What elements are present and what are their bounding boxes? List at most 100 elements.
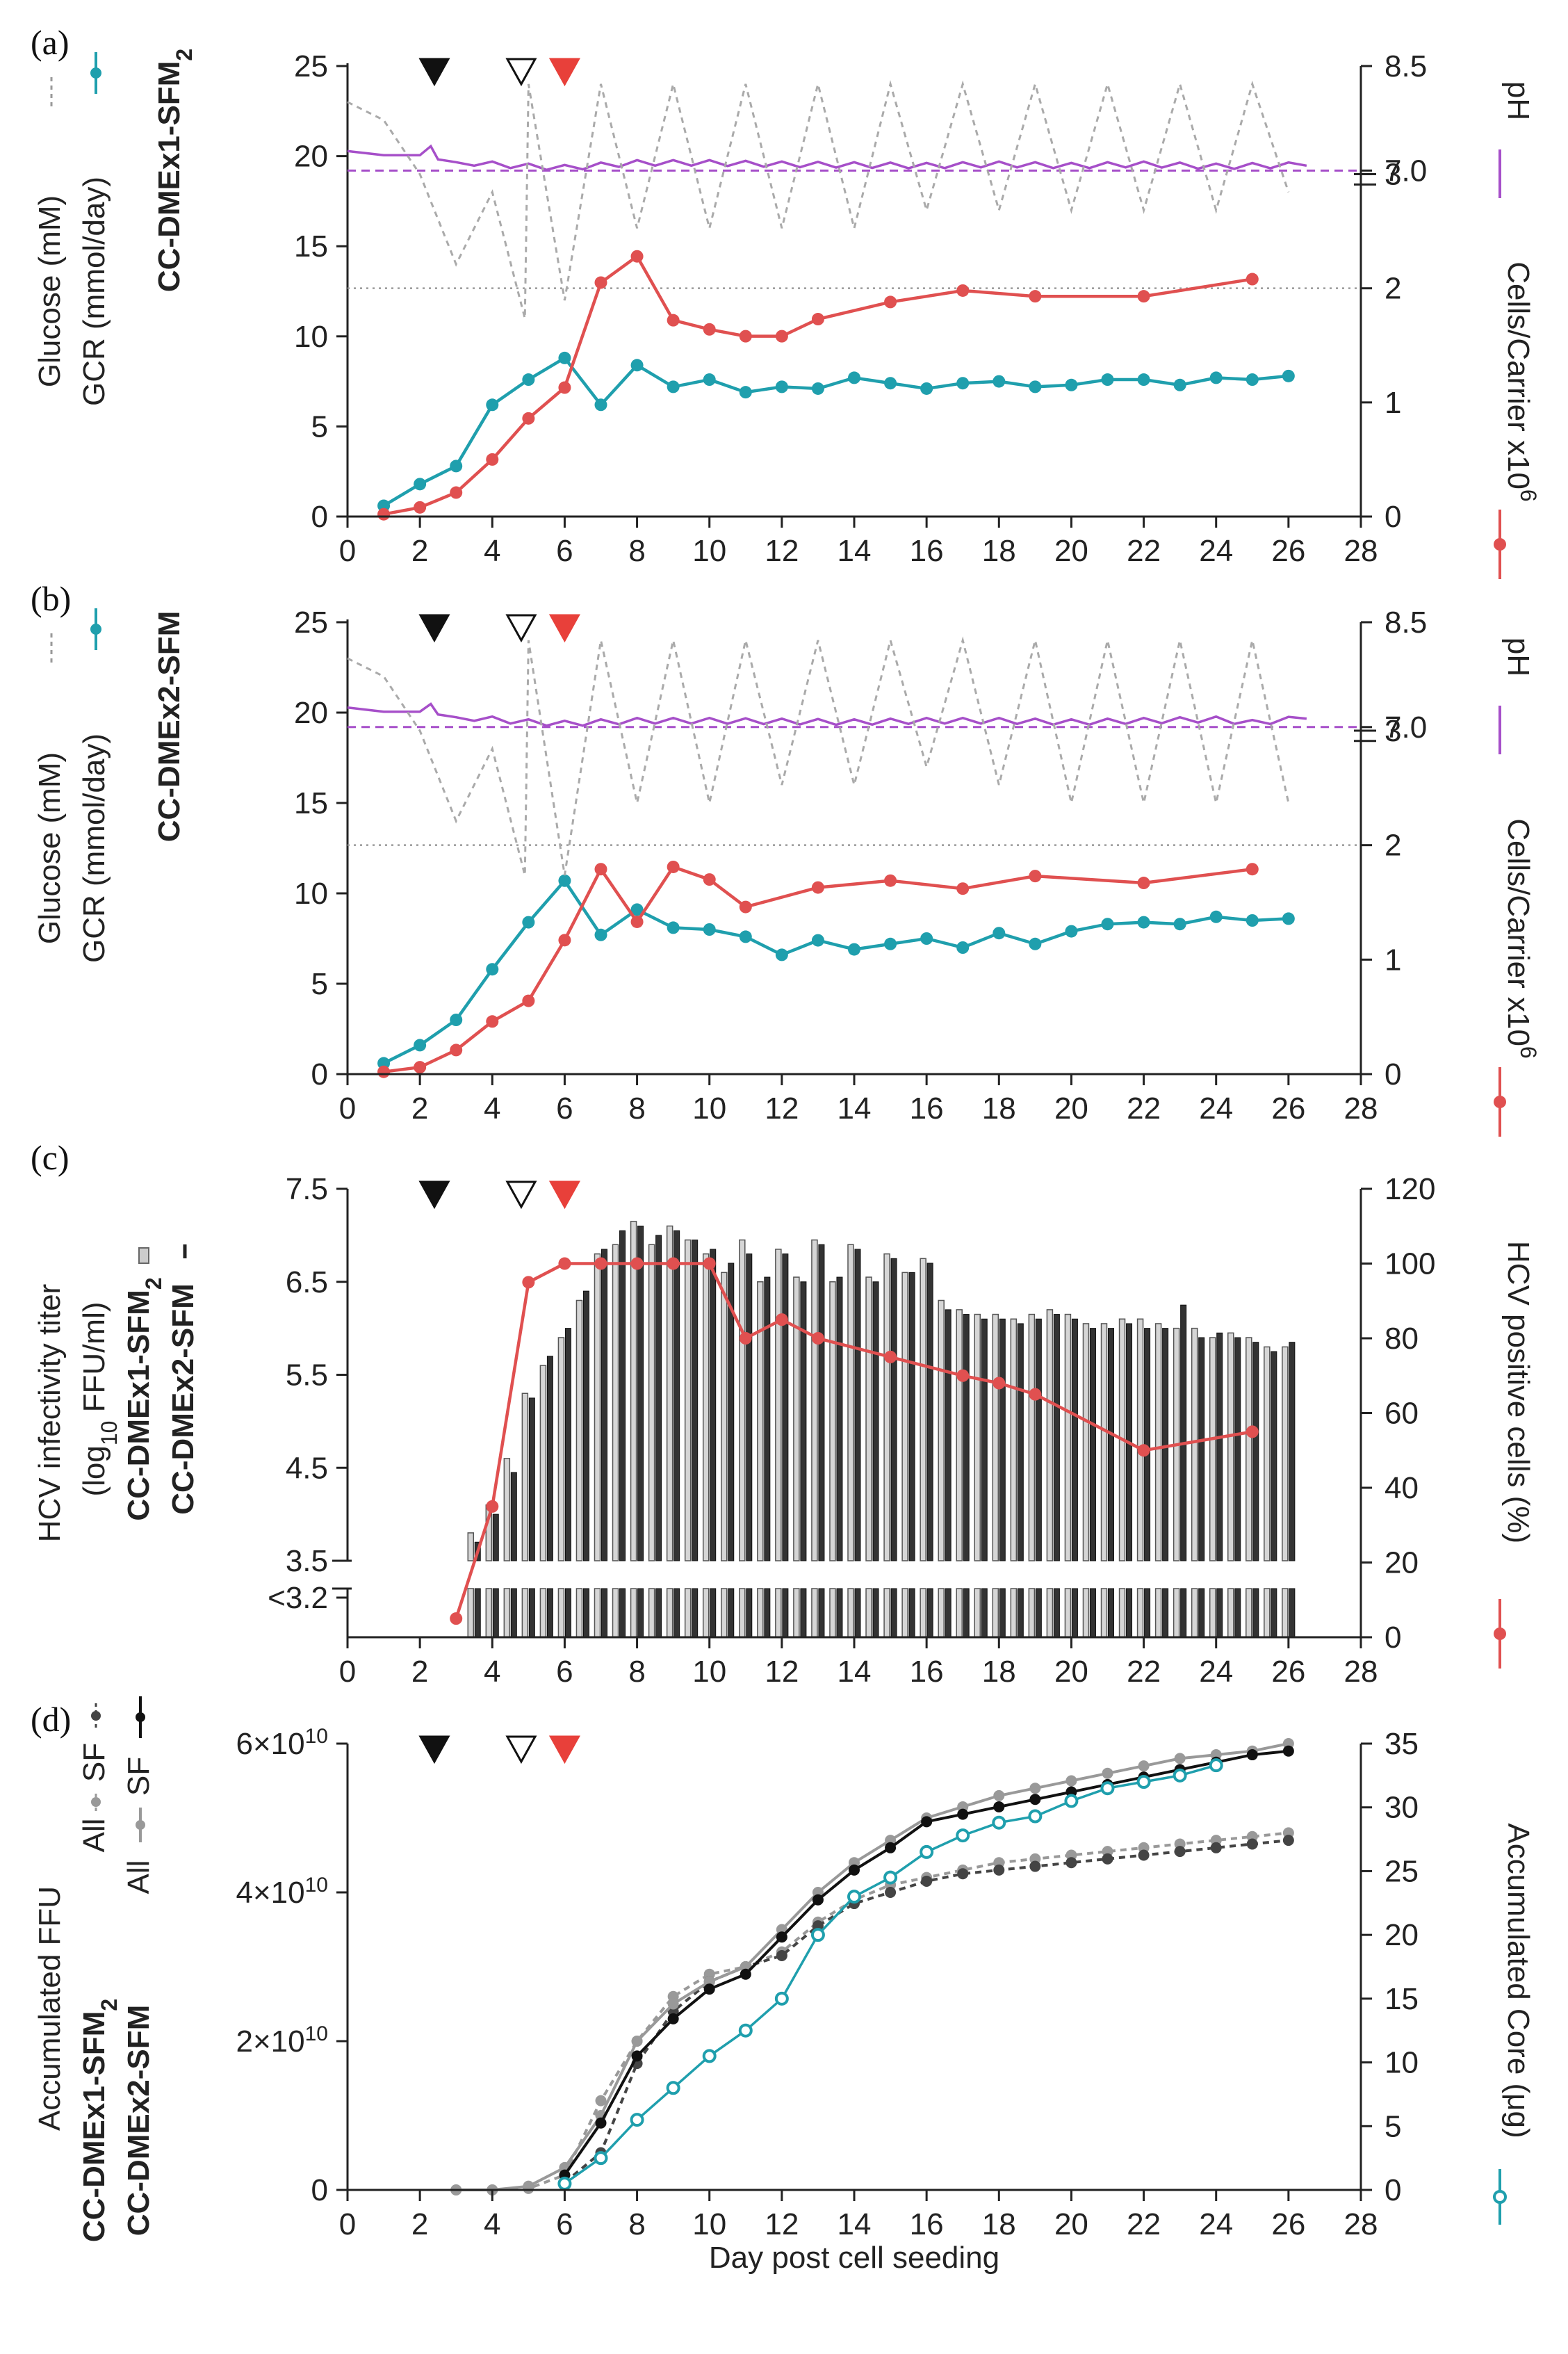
panel-c-bar-sfm-low <box>1126 1588 1133 1638</box>
panel-c-bar-sfm2 <box>702 1253 710 1561</box>
panel-d-legend-sf-1: SF <box>77 1743 111 1782</box>
panel-c-bar-sfm2 <box>757 1281 764 1561</box>
panel-b-gcr-point <box>1029 937 1042 950</box>
panel-a-cells-point <box>450 486 463 499</box>
panel-c-positive-cells-point <box>630 1257 644 1270</box>
panel-c-bar-sfm2 <box>793 1276 800 1561</box>
panel-c-bar-sfm-low <box>1071 1588 1078 1638</box>
panel-c-bar-sfm <box>692 1240 699 1561</box>
panel-b-x-tick-label: 16 <box>910 1091 944 1126</box>
panel-b-gcr-point <box>884 937 897 950</box>
panel-c-positive-cells-point <box>486 1500 499 1513</box>
panel-c-bar-sfm2 <box>575 1299 583 1561</box>
panel-d-treatment-marker <box>505 1735 537 1764</box>
panel-a-gcr-point <box>667 380 680 393</box>
panel-c-x-tick-label: 2 <box>411 1655 428 1689</box>
panel-d-x-tick-label: 14 <box>838 2207 872 2241</box>
panel-c-bar-sfm-low <box>582 1588 589 1638</box>
panel-c-bar-sfm <box>637 1226 644 1561</box>
panel-c-bar-sfm2-low <box>920 1588 926 1638</box>
panel-a-y-left-tick-label: 0 <box>311 500 328 534</box>
panel-c-bar-sfm-low <box>1234 1588 1241 1638</box>
panel-b-x-tick-label: 10 <box>692 1091 726 1126</box>
panel-a-letter: (a) <box>31 23 70 62</box>
panel-b-gcr-point <box>1282 912 1295 925</box>
panel-a-x-tick-label: 4 <box>484 534 500 568</box>
panel-c-bar-sfm <box>601 1249 607 1561</box>
panel-b-cells-point <box>486 1015 499 1028</box>
panel-d-series-point-3 <box>703 1983 715 1995</box>
panel-c-bar-sfm <box>582 1290 589 1561</box>
panel-c-positive-cells-point <box>450 1612 463 1625</box>
panel-c-bar-sfm <box>981 1318 988 1561</box>
panel-a-gcr-point <box>811 382 824 395</box>
panel-a-x-tick-label: 20 <box>1054 534 1088 568</box>
panel-d-series-point-3 <box>885 1842 897 1853</box>
panel-b-cells-point <box>1029 870 1042 883</box>
panel-c-bar-sfm-low <box>800 1588 807 1638</box>
panel-c-x-tick-label: 24 <box>1199 1655 1233 1689</box>
panel-a-gcr-point <box>630 359 644 372</box>
panel-c-bar-sfm-low <box>818 1588 825 1638</box>
panel-a-y-left-tick-label: 25 <box>294 49 328 83</box>
panel-c-treatment-marker <box>418 1180 450 1210</box>
panel-c-bar-sfm2-low <box>612 1588 619 1638</box>
panel-a-y-left-tick-label: 5 <box>311 409 328 444</box>
panel-c-bar-sfm-low <box>637 1588 644 1638</box>
panel-a-ph-line <box>347 144 1307 172</box>
panel-c-positive-cells-point <box>703 1257 716 1270</box>
panel-d-series-point-1 <box>921 1875 933 1887</box>
panel-c-bar-sfm <box>1053 1314 1060 1561</box>
panel-d-series-point-4 <box>1173 1768 1187 1783</box>
panel-a-gcr-point <box>594 398 607 412</box>
panel-c-legend-sfm2-swatch <box>138 1247 149 1264</box>
panel-b-gcr-point <box>993 927 1006 940</box>
panel-b-glucose-line <box>347 636 1290 876</box>
panel-d-series-point-4 <box>992 1815 1006 1830</box>
panel-b-gcr-point <box>450 1014 463 1026</box>
panel-c-bar-sfm-low <box>999 1588 1006 1638</box>
panel-c-bar-sfm2 <box>630 1221 637 1561</box>
panel-b-x-tick-label: 14 <box>838 1091 872 1126</box>
panel-a-x-tick-label: 18 <box>982 534 1016 568</box>
panel-c-bar-sfm-low <box>619 1588 626 1638</box>
panel-c-bar-sfm2-low <box>702 1588 710 1638</box>
panel-c-bar-sfm-low <box>601 1588 607 1638</box>
panel-c-bar-sfm-low <box>1017 1588 1024 1638</box>
panel-a-cells-point <box>884 295 897 309</box>
panel-a-ylabel-glucose: Glucose (mM) <box>33 195 67 387</box>
panel-c-bar-sfm2-low <box>757 1588 764 1638</box>
panel-c-bar-sfm <box>1162 1328 1169 1561</box>
panel-c-bar-sfm2-low <box>1118 1588 1126 1638</box>
panel-b-gcr-point <box>1209 910 1223 923</box>
panel-b-y-right-tick-label: 3 <box>1385 714 1401 748</box>
panel-c-bar-sfm-low <box>1252 1588 1259 1638</box>
panel-c-bar-sfm <box>1216 1332 1223 1561</box>
panel-b-gcr-point <box>522 916 535 929</box>
panel-c-positive-cells-point <box>884 1350 897 1363</box>
panel-b-treatment-marker <box>548 614 580 643</box>
panel-d-treatment-marker <box>418 1735 450 1764</box>
panel-d-series-point-4 <box>557 2176 572 2191</box>
panel-d-series-point-4 <box>1064 1794 1079 1808</box>
panel-b-y-left-tick-label: 5 <box>311 967 328 1001</box>
panel-a-gcr-point <box>1137 373 1150 387</box>
panel-c-bar-sfm <box>728 1263 735 1561</box>
panel-c-bar-sfm2-low <box>1227 1588 1234 1638</box>
panel-b-x-tick-label: 20 <box>1054 1091 1088 1126</box>
panel-c-bar-sfm2-low <box>1136 1588 1144 1638</box>
panel-d-series-point-3 <box>812 1894 824 1906</box>
panel-b-cells-point <box>377 1065 391 1078</box>
panel-c-x-tick-label: 22 <box>1127 1655 1161 1689</box>
panel-d-legend-core-dot <box>1493 2190 1507 2204</box>
panel-a-gcr-point <box>1282 369 1295 382</box>
panel-d-letter: (d) <box>31 1700 71 1739</box>
panel-c-x-tick-label: 10 <box>692 1655 726 1689</box>
panel-a-gcr-point <box>522 373 535 387</box>
panel-b-ylabel-glucose: Glucose (mM) <box>33 752 67 944</box>
panel-c-positive-cells-point <box>775 1313 788 1326</box>
panel-c-bar-sfm-low <box>692 1588 699 1638</box>
panel-a-gcr-point <box>1209 371 1223 384</box>
panel-c-bar-sfm-low <box>1053 1588 1060 1638</box>
